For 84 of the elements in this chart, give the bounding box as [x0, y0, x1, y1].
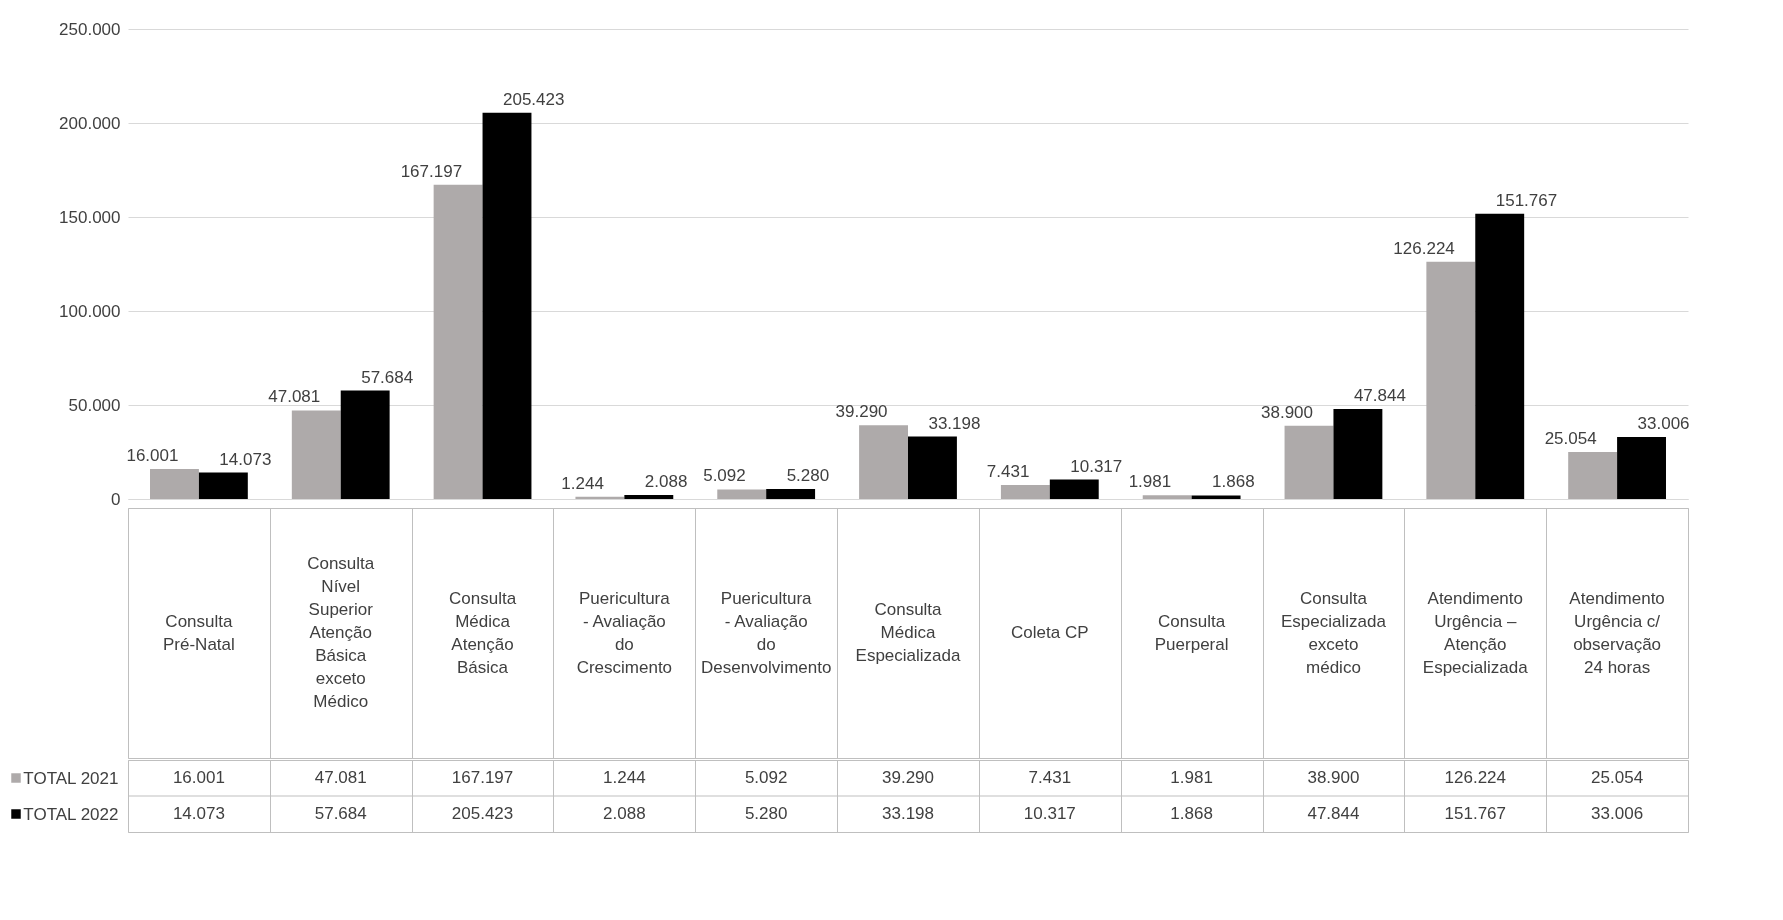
text: 57.684 — [361, 367, 414, 387]
bar — [1333, 409, 1383, 499]
text: 16.001 — [126, 445, 179, 465]
text: 167.197 — [400, 161, 463, 181]
text: 2.088 — [644, 472, 688, 492]
x-tick-label: Consulta Especializada exceto médico — [1281, 588, 1387, 677]
text: 151.767 — [1495, 190, 1558, 210]
data-label: 1.868 — [1170, 804, 1213, 823]
text: 33.006 — [1637, 413, 1690, 433]
x-tick-label: Consulta Médica Atenção Básica — [448, 588, 517, 677]
y-tick-label: 150.000 — [59, 207, 121, 227]
data-label: 47.844 — [1307, 804, 1360, 823]
data-label: 167.197 — [451, 768, 514, 787]
data-label: 16.001 — [172, 768, 225, 787]
text: 47.081 — [268, 387, 321, 407]
x-tick-label: Coleta CP — [1011, 623, 1089, 642]
bar — [908, 436, 957, 499]
text: 5.092 — [703, 466, 746, 486]
bar — [766, 489, 816, 499]
y-tick-label: 50.000 — [68, 395, 121, 415]
text: 1.981 — [1128, 472, 1172, 492]
data-label: 33.006 — [1591, 804, 1644, 823]
bar — [291, 410, 341, 499]
bar — [198, 472, 248, 499]
bar — [1617, 436, 1666, 499]
y-tick-label: 200.000 — [59, 113, 121, 133]
bar — [1284, 425, 1334, 499]
bar — [1568, 451, 1618, 499]
data-label: 1.981 — [1170, 768, 1213, 787]
text: 7.431 — [986, 462, 1030, 482]
data-label: 151.767 — [1444, 804, 1506, 823]
data-label: 39.290 — [882, 768, 934, 787]
bar — [859, 425, 908, 499]
data-label: 7.431 — [1028, 768, 1072, 787]
bar — [150, 468, 199, 499]
text: 33.198 — [928, 413, 981, 433]
data-label: 1.244 — [603, 768, 646, 787]
bar — [624, 495, 674, 499]
text: 14.073 — [219, 449, 272, 469]
y-tick-label: 250.000 — [59, 19, 121, 39]
legend-label: TOTAL 2022 — [23, 804, 119, 824]
x-tick-label: Consulta Puerperal — [1154, 611, 1229, 654]
data-label: 5.092 — [744, 768, 788, 787]
data-label: 25.054 — [1591, 768, 1644, 787]
bar — [1000, 485, 1050, 499]
x-tick-label: Consulta Pré-Natal — [163, 611, 235, 654]
data-label: 2.088 — [603, 804, 646, 823]
bar — [340, 390, 390, 499]
bar — [482, 112, 532, 499]
bar — [433, 184, 483, 499]
text: 205.423 — [503, 89, 565, 109]
x-tick-label: Puericultura - Avaliação do Crescimento — [576, 588, 673, 677]
bar — [1426, 261, 1476, 499]
text: 1.868 — [1212, 472, 1255, 492]
x-tick-label: Atendimento Urgência c/ observação 24 horas — [1569, 588, 1665, 677]
text: 1.244 — [561, 473, 604, 493]
text: 10.317 — [1070, 456, 1123, 476]
data-label: 14.073 — [172, 804, 225, 823]
bar — [717, 489, 767, 499]
data-label: 57.684 — [314, 804, 367, 823]
y-tick-label: 100.000 — [59, 301, 121, 321]
data-label: 10.317 — [1023, 804, 1076, 823]
text: 5.280 — [786, 466, 830, 486]
text: 38.900 — [1261, 402, 1313, 422]
data-label: 38.900 — [1307, 768, 1360, 787]
data-label: 126.224 — [1444, 768, 1506, 787]
bar — [1142, 495, 1192, 499]
bar — [1191, 495, 1241, 499]
text: 25.054 — [1544, 428, 1597, 448]
data-label: 5.280 — [744, 804, 788, 823]
x-tick-label: Consulta Médica Especializada — [855, 600, 961, 665]
x-tick-label: Consulta Nível Superior Atenção Básica exceto Médico — [307, 554, 375, 711]
text: 47.844 — [1353, 386, 1406, 406]
data-label: 33.198 — [882, 804, 934, 823]
bar — [1475, 213, 1525, 499]
y-tick-label: 0 — [111, 489, 121, 509]
text: 39.290 — [835, 402, 888, 422]
x-tick-label: Atendimento Urgência – Atenção Especializada — [1422, 588, 1529, 677]
x-tick-label: Puericultura - Avaliação do Desenvolvimento — [700, 588, 832, 677]
text: 126.224 — [1393, 238, 1455, 258]
data-label: 47.081 — [314, 768, 367, 787]
legend-label: TOTAL 2021 — [23, 768, 119, 788]
bar — [1049, 479, 1099, 499]
data-label: 205.423 — [451, 804, 514, 823]
